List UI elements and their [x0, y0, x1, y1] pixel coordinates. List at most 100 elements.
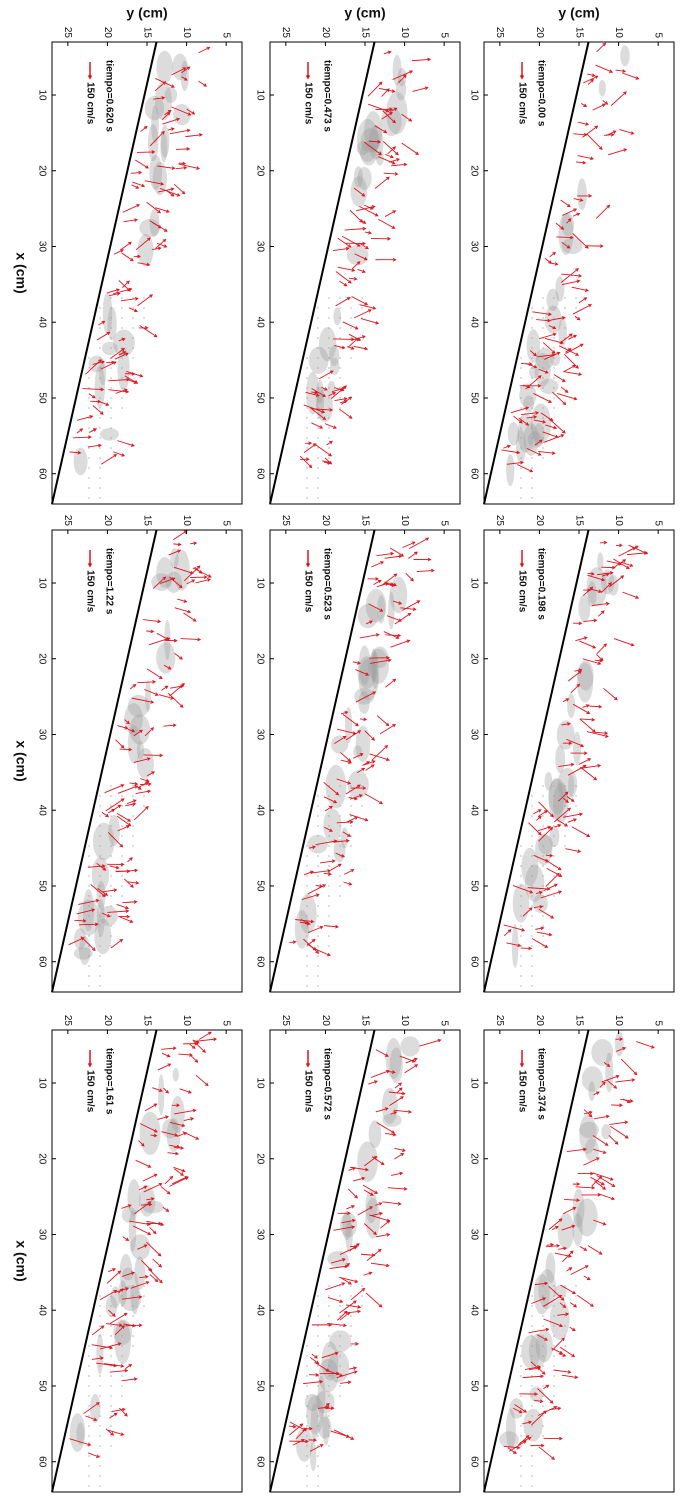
grid-dot [317, 347, 319, 349]
grid-dot [531, 1355, 533, 1357]
grid-dot [328, 885, 330, 887]
grid-dot [328, 337, 330, 339]
vector-arrow [101, 888, 118, 893]
vector-arrow [385, 678, 397, 688]
foam-patch [557, 767, 578, 801]
grid-dot [110, 1405, 112, 1407]
grid-dot [132, 327, 134, 329]
grid-dot [132, 825, 134, 827]
grid-dot [88, 895, 90, 897]
grid-dot [328, 307, 330, 309]
vector-arrow [289, 1439, 309, 1444]
grid-dot [328, 397, 330, 399]
grid-dot [99, 1485, 101, 1487]
vector-arrow [543, 1384, 550, 1390]
grid-dot [553, 307, 555, 309]
vector-arrow [538, 1446, 556, 1460]
grid-dot [328, 1285, 330, 1287]
grid-dot [350, 1335, 352, 1337]
vector-arrow [394, 1147, 406, 1153]
grid-dot [110, 1325, 112, 1327]
grid-dot [317, 1295, 319, 1297]
grid-dot [306, 1485, 308, 1487]
grid-dot [542, 945, 544, 947]
y-tick-label: 5 [653, 520, 664, 526]
vector-arrow [549, 251, 557, 258]
vector-arrow [572, 212, 581, 217]
vector-arrow [569, 1326, 576, 1332]
vector-arrow [168, 549, 182, 556]
vector-arrow [368, 1080, 378, 1085]
vector-arrow [137, 781, 149, 789]
grid-dot [564, 845, 566, 847]
grid-dot [99, 367, 101, 369]
vector-arrow [121, 252, 134, 262]
grid-dot [121, 885, 123, 887]
vector-arrow [353, 345, 369, 351]
vector-arrow [133, 805, 149, 821]
vector-arrow [370, 1069, 390, 1078]
vector-arrow [371, 744, 389, 761]
grid-dot [88, 487, 90, 489]
grid-dot [317, 1475, 319, 1477]
grid-dot [88, 377, 90, 379]
foam-patch [556, 720, 575, 750]
vector-arrow [608, 575, 625, 588]
foam-patch [137, 234, 154, 267]
vector-arrow [570, 751, 588, 755]
vector-arrow [122, 1236, 130, 1241]
vector-arrow [598, 1193, 616, 1201]
grid-dot [542, 895, 544, 897]
grid-dot [110, 815, 112, 817]
vector-arrow [349, 814, 369, 822]
foam-patch [155, 81, 172, 121]
grid-dot [531, 845, 533, 847]
vector-arrow [595, 64, 614, 73]
grid-dot [328, 1295, 330, 1297]
grid-dot [553, 407, 555, 409]
grid-dot [306, 1395, 308, 1397]
vector-arrow [522, 1420, 533, 1425]
grid-dot [88, 1365, 90, 1367]
vector-arrow [161, 1131, 179, 1137]
grid-dot [564, 307, 566, 309]
vector-arrow [507, 1447, 517, 1454]
grid-dot [317, 1445, 319, 1447]
vector-arrow [401, 142, 419, 155]
vector-arrow [371, 561, 385, 568]
foam-patch [526, 329, 541, 364]
grid-dot [306, 1435, 308, 1437]
grid-dot [564, 1295, 566, 1297]
vector-arrow [118, 280, 131, 292]
x-tick-label: 60 [254, 1456, 265, 1468]
vector-arrow [319, 1371, 340, 1376]
foam-patch [555, 745, 566, 774]
vector-arrow [583, 1157, 600, 1166]
foam-patch [144, 680, 151, 712]
grid-dot [520, 935, 522, 937]
grid-dot [520, 1465, 522, 1467]
foam-patch [347, 770, 369, 799]
vector-arrow [117, 725, 129, 730]
vector-arrow [568, 334, 578, 340]
foam-patch [400, 1036, 420, 1057]
panel-label: tiempo=0.620 s [103, 60, 114, 132]
vector-arrow [337, 237, 352, 248]
vector-arrow [116, 812, 132, 822]
grid-dot [99, 457, 101, 459]
grid-dot [110, 407, 112, 409]
foam-patch [358, 658, 379, 701]
vector-arrow [160, 1186, 171, 1195]
x-tick-label: 20 [468, 1153, 479, 1165]
vector-arrow [571, 286, 589, 292]
foam-patch [356, 141, 370, 156]
grid-dot [110, 905, 112, 907]
x-tick-label: 10 [468, 1077, 479, 1089]
vector-arrow [146, 771, 156, 777]
vector-arrow [146, 629, 155, 634]
grid-dot [88, 975, 90, 977]
vector-arrow [74, 919, 87, 923]
foam-patch [385, 1037, 402, 1079]
foam-patch [180, 60, 189, 92]
